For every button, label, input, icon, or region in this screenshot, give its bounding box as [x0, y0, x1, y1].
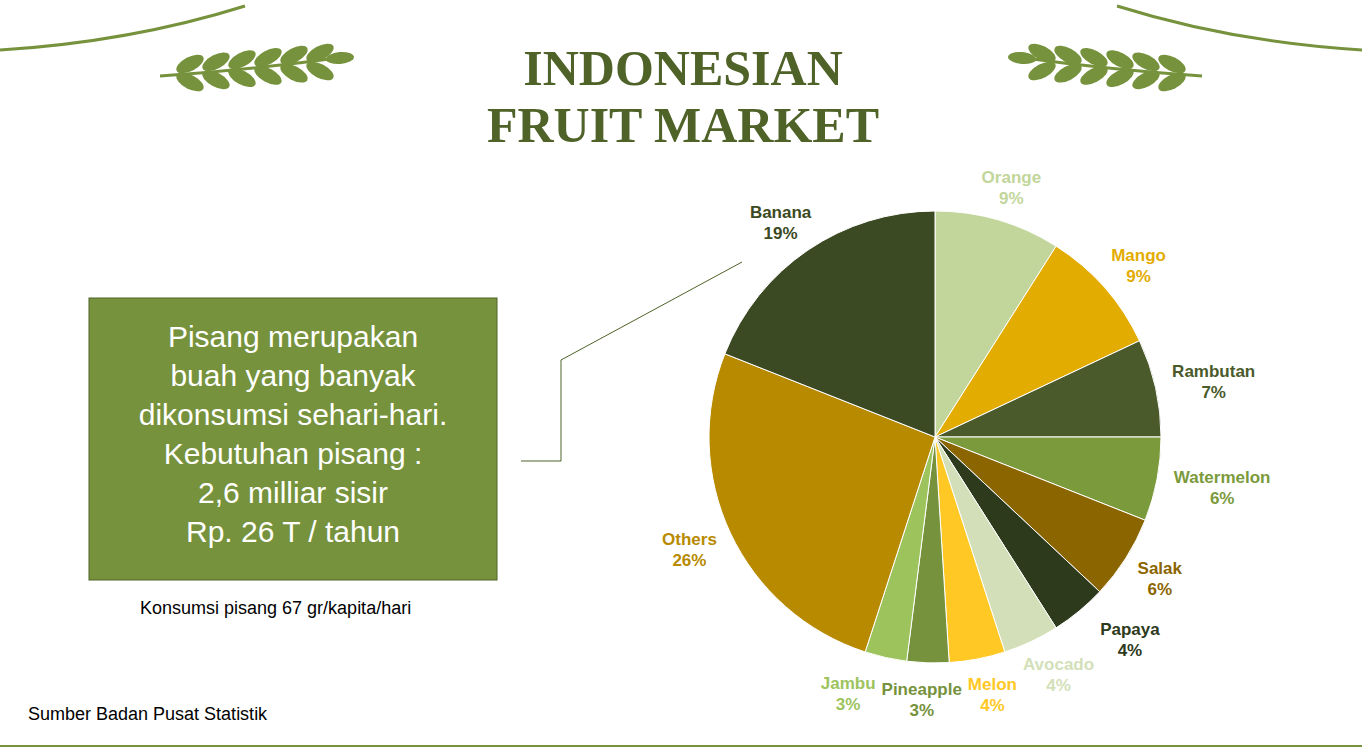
- data-label: Watermelon 6%: [1174, 468, 1271, 508]
- sprig-leaf: [1155, 51, 1188, 77]
- annotation-note: Konsumsi pisang 67 gr/kapita/hari: [140, 598, 411, 618]
- sprig-leaf: [326, 51, 355, 65]
- data-label: Banana 19%: [750, 203, 812, 243]
- annotation-line: Kebutuhan pisang :: [164, 437, 423, 470]
- chart-svg: INDONESIANFRUIT MARKET Pisang merupakan bu…: [0, 0, 1362, 749]
- slice-name: Melon: [968, 675, 1017, 694]
- slice-value: 9%: [1126, 267, 1151, 286]
- data-label: Papaya 4%: [1100, 620, 1160, 660]
- annotation-line: 2,6 milliar sisir: [198, 476, 388, 509]
- slice-name: Watermelon: [1174, 468, 1271, 487]
- sprig-leaf: [1051, 42, 1084, 68]
- sprig-leaf: [1103, 64, 1136, 90]
- pie-slice: [725, 211, 935, 437]
- chart-container: INDONESIANFRUIT MARKET Pisang merupakan bu…: [0, 0, 1362, 749]
- bottom-rule: [0, 745, 1362, 747]
- data-label: Salak 6%: [1138, 559, 1183, 599]
- slice-name: Banana: [750, 203, 812, 222]
- sprig-stem: [0, 6, 245, 50]
- slice-value: 19%: [764, 224, 798, 243]
- sprig-leaf: [1129, 49, 1162, 75]
- data-label: Others 26%: [662, 530, 717, 570]
- data-label: Melon 4%: [968, 675, 1017, 715]
- slice-value: 9%: [999, 189, 1024, 208]
- sprig-leaf: [1008, 51, 1037, 65]
- sprig-leaf: [199, 49, 232, 75]
- pie: [709, 211, 1161, 663]
- pie-slice: [935, 341, 1161, 437]
- annotation-line: Rp. 26 T / tahun: [186, 515, 400, 548]
- slice-name: Orange: [982, 168, 1042, 187]
- sprig-leaf: [251, 44, 284, 70]
- data-label: Rambutan 7%: [1172, 362, 1255, 402]
- sprig-leaf: [173, 51, 206, 77]
- slice-value: 26%: [672, 551, 706, 570]
- sprig-leaf: [1129, 67, 1162, 93]
- slice-name: Salak: [1138, 559, 1183, 578]
- data-labels: Orange9%Mango9%Rambutan7%Watermelon6%Sal…: [662, 168, 1270, 720]
- slice-value: 3%: [909, 701, 934, 720]
- slice-value: 4%: [1118, 641, 1143, 660]
- slice-value: 6%: [1210, 489, 1235, 508]
- sprig-leaf: [1103, 46, 1136, 72]
- slice-value: 6%: [1147, 580, 1172, 599]
- slice-value: 4%: [980, 696, 1005, 715]
- source-note: Sumber Badan Pusat Statistik: [28, 704, 268, 724]
- chart-title: INDONESIANFRUIT MARKET: [487, 40, 879, 153]
- sprig-leaf: [1155, 69, 1188, 95]
- data-label: Orange 9%: [982, 168, 1042, 208]
- annotation-line: Pisang merupakan: [168, 320, 418, 353]
- data-label: Mango 9%: [1111, 246, 1166, 286]
- chart-title-line: FRUIT MARKET: [487, 97, 879, 153]
- slice-value: 3%: [836, 695, 861, 714]
- sprig-leaf: [251, 62, 284, 88]
- annotation-box: [89, 298, 497, 580]
- slice-name: Avocado: [1023, 655, 1094, 674]
- sprig-leaf: [225, 46, 258, 72]
- slice-name: Others: [662, 530, 717, 549]
- annotation-line: dikonsumsi sehari-hari.: [139, 398, 447, 431]
- data-label: Pineapple 3%: [882, 680, 962, 720]
- slice-name: Jambu: [821, 674, 876, 693]
- sprig-leaf: [277, 60, 310, 86]
- sprig-right: [1008, 6, 1362, 95]
- slice-value: 4%: [1046, 676, 1071, 695]
- chart-title-line: INDONESIAN: [523, 40, 843, 96]
- slice-name: Mango: [1111, 246, 1166, 265]
- sprig-leaf: [1051, 60, 1084, 86]
- slice-name: Papaya: [1100, 620, 1160, 639]
- sprig-leaf: [1077, 62, 1110, 88]
- sprig-leaf: [173, 69, 206, 95]
- slice-name: Pineapple: [882, 680, 962, 699]
- data-label: Jambu 3%: [821, 674, 876, 714]
- sprig-left: [0, 6, 354, 95]
- sprig-stem: [1117, 6, 1362, 50]
- sprig-leaf: [1077, 44, 1110, 70]
- slice-value: 7%: [1201, 383, 1226, 402]
- sprig-leaf: [199, 67, 232, 93]
- annotation-line: buah yang banyak: [170, 359, 416, 392]
- slice-name: Rambutan: [1172, 362, 1255, 381]
- sprig-leaf: [277, 42, 310, 68]
- data-label: Avocado 4%: [1023, 655, 1094, 695]
- sprig-leaf: [225, 64, 258, 90]
